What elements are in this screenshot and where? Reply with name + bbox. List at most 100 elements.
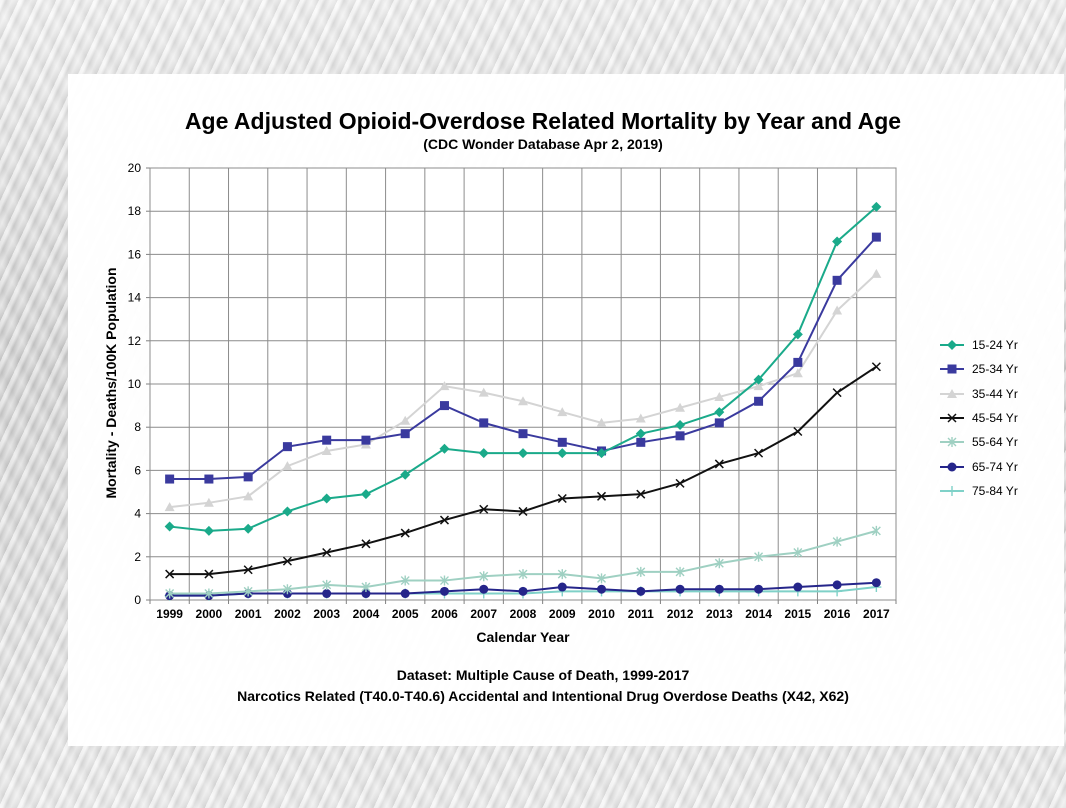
legend-swatch-marker (947, 437, 957, 448)
y-tick-label: 4 (134, 507, 141, 521)
legend-label: 25-34 Yr (972, 362, 1018, 377)
data-point (204, 474, 214, 484)
legend-label: 55-64 Yr (972, 435, 1018, 450)
data-point (164, 521, 175, 532)
series-15-24yr (164, 201, 882, 536)
legend-swatch-marker (947, 462, 957, 472)
data-point (832, 536, 842, 547)
legend-label: 35-44 Yr (972, 386, 1018, 401)
y-tick-label: 12 (128, 334, 142, 348)
data-point (832, 388, 842, 398)
data-point (478, 387, 489, 397)
data-point (636, 586, 646, 596)
legend-swatch-marker (947, 388, 957, 398)
x-tick-label: 2010 (588, 607, 615, 621)
data-point (204, 569, 214, 579)
data-point (282, 556, 292, 566)
data-point (871, 362, 881, 372)
legend-swatch-marker (947, 364, 957, 374)
data-point (871, 268, 882, 278)
data-point (596, 448, 607, 459)
legend-swatch-marker (947, 340, 957, 351)
data-point (518, 569, 528, 580)
chart-legend: 15-24 Yr 25-34 Yr 35-44 Yr 45-54 Yr 55-64 Yr… (938, 333, 1048, 503)
data-point (400, 429, 410, 439)
series-35-44yr (164, 268, 882, 512)
legend-label: 65-74 Yr (972, 459, 1018, 474)
data-point (400, 528, 410, 538)
y-tick-label: 10 (128, 377, 142, 391)
data-point (636, 489, 646, 499)
data-point (243, 491, 254, 501)
footer-description-note: Narcotics Related (T40.0-T40.6) Accident… (237, 688, 849, 704)
data-point (793, 547, 803, 558)
data-point (203, 497, 214, 507)
data-point (400, 589, 410, 599)
data-point (636, 437, 646, 447)
data-point (439, 401, 449, 411)
legend-swatch (940, 485, 964, 496)
legend-swatch-marker (947, 485, 957, 496)
data-point (557, 493, 567, 504)
x-tick-label: 2009 (549, 607, 576, 621)
data-point (204, 588, 214, 599)
data-point (243, 586, 253, 597)
data-point (165, 474, 175, 484)
data-point (714, 584, 724, 594)
data-point (439, 575, 449, 586)
data-point (282, 506, 293, 517)
data-point (164, 502, 175, 512)
data-point (322, 579, 332, 590)
chart-title: Age Adjusted Opioid-Overdose Related Mor… (184, 108, 902, 134)
data-point (754, 584, 764, 594)
data-point (479, 504, 489, 514)
legend-item: 35-44 Yr (938, 382, 1048, 406)
x-tick-label: 2003 (313, 607, 340, 621)
data-point (243, 472, 253, 482)
data-point (793, 426, 803, 437)
data-point (518, 586, 528, 596)
footer-dataset-note: Dataset: Multiple Cause of Death, 1999-2… (396, 667, 690, 683)
x-tick-label: 2000 (196, 607, 223, 621)
y-tick-label: 2 (134, 550, 141, 564)
legend-item: 15-24 Yr (938, 333, 1048, 357)
data-point (871, 201, 882, 212)
data-point (243, 565, 253, 575)
legend-swatch (940, 413, 964, 423)
data-point (832, 580, 842, 590)
data-point (675, 478, 685, 488)
data-point (360, 489, 371, 500)
y-tick-label: 0 (134, 593, 141, 607)
legend-item: 65-74 Yr (938, 454, 1048, 478)
data-point (243, 523, 254, 534)
data-point (479, 571, 489, 582)
x-tick-label: 2001 (235, 607, 262, 621)
x-tick-label: 2016 (824, 607, 851, 621)
data-point (754, 551, 764, 562)
data-point (596, 491, 607, 501)
data-point (754, 396, 764, 406)
data-point (479, 418, 489, 428)
data-point (361, 589, 371, 599)
data-point (557, 407, 568, 417)
data-point (792, 329, 803, 340)
data-point (675, 431, 685, 441)
legend-item: 45-54 Yr (938, 406, 1048, 430)
x-tick-label: 2007 (470, 607, 497, 621)
data-point (321, 493, 332, 504)
data-point (714, 407, 725, 418)
x-tick-label: 1999 (156, 607, 183, 621)
data-point (203, 525, 214, 536)
data-point (754, 448, 764, 458)
data-point (714, 558, 724, 569)
legend-label: 75-84 Yr (972, 483, 1018, 498)
data-point (832, 305, 843, 315)
data-point (282, 461, 293, 471)
data-point (361, 435, 371, 445)
data-point (479, 584, 489, 594)
y-tick-label: 6 (134, 463, 141, 477)
data-point (714, 391, 725, 401)
legend-item: 75-84 Yr (938, 479, 1048, 503)
legend-item: 55-64 Yr (938, 430, 1048, 454)
